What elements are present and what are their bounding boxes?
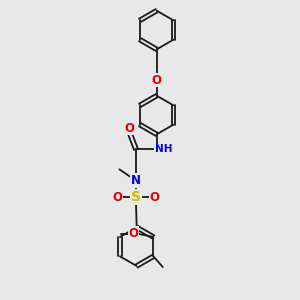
Text: N: N bbox=[131, 174, 141, 187]
Text: O: O bbox=[124, 122, 134, 134]
Text: O: O bbox=[152, 74, 162, 86]
Text: NH: NH bbox=[154, 144, 172, 154]
Text: S: S bbox=[131, 190, 141, 204]
Text: O: O bbox=[113, 191, 123, 204]
Text: O: O bbox=[149, 191, 159, 204]
Text: O: O bbox=[128, 227, 138, 240]
